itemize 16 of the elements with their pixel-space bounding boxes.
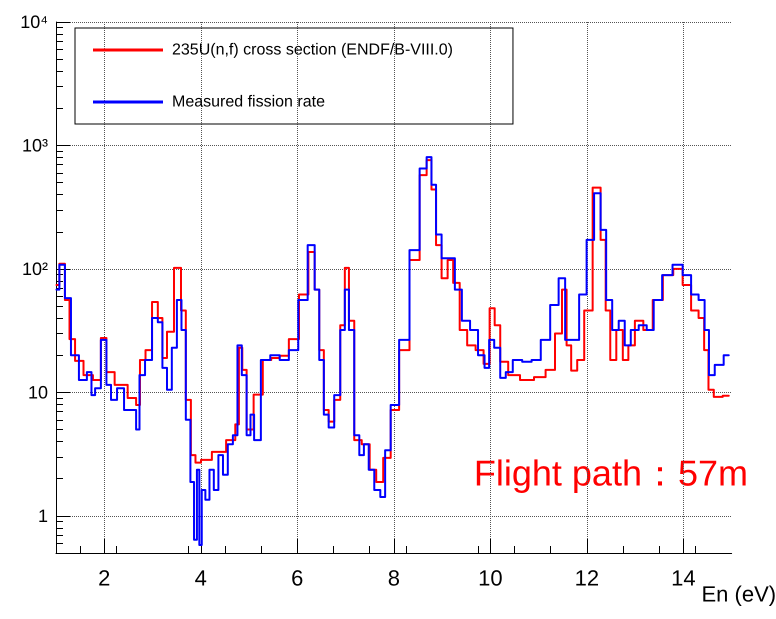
x-tick-label: 2 xyxy=(98,566,110,590)
y-tick-label: 10³ xyxy=(22,135,48,156)
x-tick-label: 4 xyxy=(194,566,207,590)
x-tick-label: 6 xyxy=(291,566,304,590)
x-tick-label: 12 xyxy=(574,566,600,590)
x-tick-label: 14 xyxy=(671,566,696,590)
y-tick-label: 1 xyxy=(38,506,48,526)
legend-label: Measured fission rate xyxy=(172,94,326,110)
legend-label: 235U(n,f) cross section (ENDF/B-VIII.0) xyxy=(172,42,453,58)
y-tick-label: 10² xyxy=(22,258,48,279)
annotation: Flight path：57m xyxy=(474,452,748,494)
x-tick-label: 10 xyxy=(478,566,503,590)
y-tick-label: 10 xyxy=(28,382,48,402)
x-tick-label: 8 xyxy=(388,566,400,590)
y-tick-label: 10⁴ xyxy=(20,12,48,32)
x-axis-title: En (eV) xyxy=(702,582,776,606)
